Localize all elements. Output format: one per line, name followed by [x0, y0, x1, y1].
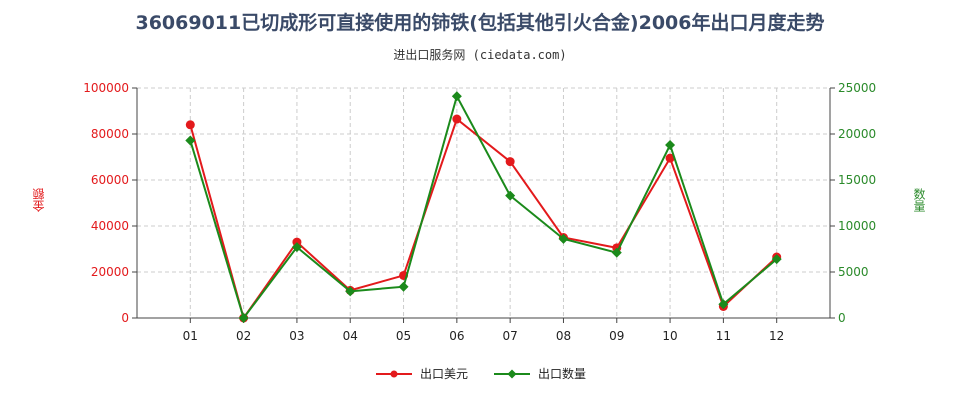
y-right-tick-label-0: 0: [838, 311, 846, 325]
x-tick-label-09: 09: [609, 329, 624, 343]
y-left-tick-label-5: 100000: [83, 81, 129, 95]
series-0-point-03: [292, 237, 302, 247]
y-left-tick-label-0: 0: [121, 311, 129, 325]
legend-swatch-qty: [494, 369, 530, 378]
x-tick-label-10: 10: [662, 329, 677, 343]
series-line-1: [189, 93, 778, 321]
series-1-point-03: [291, 242, 302, 253]
x-tick-label-12: 12: [769, 329, 784, 343]
x-tick-label-05: 05: [396, 329, 411, 343]
chart-legend: 出口美元 出口数量: [0, 365, 960, 382]
y-left-tick-label-1: 20000: [91, 265, 129, 279]
legend-label-usd: 出口美元: [419, 367, 468, 381]
series-1-point-02: [238, 313, 249, 323]
series-1-point-12: [771, 254, 782, 265]
series-0-point-10: [665, 153, 675, 163]
series-1-point-05: [398, 281, 409, 292]
x-tick-label-11: 11: [716, 329, 731, 343]
y-left-tick-label-4: 80000: [91, 127, 129, 141]
series-line-0: [189, 117, 778, 321]
x-tick-label-01: 01: [183, 329, 198, 343]
x-tick-label-07: 07: [503, 329, 518, 343]
y-right-tick-label-4: 20000: [838, 127, 876, 141]
series-1-point-10: [665, 140, 676, 151]
x-tick-label-02: 02: [236, 329, 251, 343]
series-1-point-07: [505, 190, 516, 201]
series-1-point-11: [718, 299, 729, 310]
chart-title: 36069011已切成形可直接使用的铈铁(包括其他引火合金)2006年出口月度走…: [135, 12, 825, 34]
y-right-axis-label: 数量: [912, 188, 926, 212]
series-1-point-09: [611, 247, 622, 258]
legend-item-qty: 出口数量: [492, 365, 586, 382]
y-right-tick-label-3: 15000: [838, 173, 876, 187]
legend-label-qty: 出口数量: [538, 367, 587, 381]
y-right-tick-label-1: 5000: [838, 265, 869, 279]
series-1-point-08: [558, 233, 569, 244]
series-0-point-06: [452, 114, 462, 124]
y-left-tick-label-3: 60000: [91, 173, 129, 187]
series-0-point-01: [185, 120, 195, 130]
series-0-point-07: [505, 157, 515, 167]
x-tick-label-08: 08: [556, 329, 571, 343]
y-right-tick-label-5: 25000: [838, 81, 876, 95]
legend-item-usd: 出口美元: [374, 365, 468, 382]
x-tick-label-06: 06: [449, 329, 464, 343]
x-tick-label-04: 04: [343, 329, 358, 343]
x-tick-label-03: 03: [289, 329, 304, 343]
y-right-tick-label-2: 10000: [838, 219, 876, 233]
series-1-point-06: [451, 91, 462, 102]
y-left-tick-label-2: 40000: [91, 219, 129, 233]
series-1-point-01: [185, 135, 196, 146]
series-1-point-04: [345, 286, 356, 297]
chart-subtitle: 进出口服务网 (ciedata.com): [393, 48, 567, 62]
legend-swatch-usd: [375, 370, 412, 377]
